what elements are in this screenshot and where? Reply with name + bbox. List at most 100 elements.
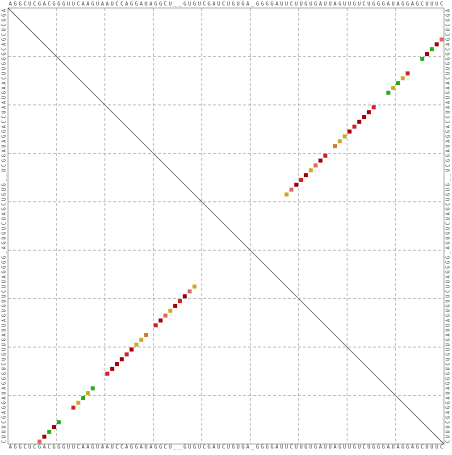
pair-dot-upper [429, 47, 434, 52]
pair-dot-lower [52, 425, 57, 430]
sequence-bottom: A [125, 445, 128, 451]
sequence-bottom: G [372, 445, 375, 451]
sequence-left: C [2, 77, 8, 80]
plot-frame [7, 7, 445, 445]
sequence-right: G [446, 271, 452, 274]
pair-dot-lower [168, 308, 173, 313]
sequence-left: G [2, 38, 8, 41]
pair-dot-upper [439, 37, 444, 42]
sequence-top: G [241, 2, 244, 8]
sequence-bottom: A [149, 445, 152, 451]
sequence-right: U [446, 300, 452, 303]
sequence-left: C [2, 421, 8, 424]
sequence-right: G [446, 241, 452, 244]
sequence-top: G [130, 2, 133, 8]
pair-dot-upper [308, 168, 313, 173]
sequence-top: U [426, 2, 429, 8]
sequence-top: U [295, 2, 298, 8]
sequence-right: U [446, 392, 452, 395]
sequence-right: G [446, 154, 452, 157]
sequence-right: U [446, 145, 452, 148]
sequence-bottom: G [353, 445, 356, 451]
sequence-bottom: G [304, 445, 307, 451]
sequence-top: G [38, 2, 41, 8]
sequence-left: G [2, 57, 8, 60]
sequence-top: G [416, 2, 419, 8]
sequence-bottom: C [363, 445, 366, 451]
sequence-top: U [430, 2, 433, 8]
sequence-left: G [2, 401, 8, 404]
sequence-left: U [2, 358, 8, 361]
sequence-top: A [319, 2, 322, 8]
sequence-bottom: G [183, 445, 186, 451]
sequence-right: C [446, 33, 452, 36]
sequence-bottom: G [130, 445, 133, 451]
sequence-bottom: C [77, 445, 80, 451]
sequence-top: U [227, 2, 230, 8]
sequence-bottom: C [120, 445, 123, 451]
sequence-right: G [446, 377, 452, 380]
sequence-bottom: G [154, 445, 157, 451]
sequence-right: A [446, 149, 452, 152]
sequence-left: G [2, 261, 8, 264]
sequence-top: G [266, 2, 269, 8]
sequence-right: G [446, 91, 452, 94]
sequence-bottom: U [358, 445, 361, 451]
sequence-top: C [203, 2, 206, 8]
sequence-right: U [446, 348, 452, 351]
sequence-left: A [2, 43, 8, 46]
sequence-bottom: G [338, 445, 341, 451]
diagonal [7, 7, 445, 445]
sequence-right: U [446, 280, 452, 283]
sequence-bottom: A [396, 445, 399, 451]
pair-dot-upper [395, 81, 400, 86]
sequence-left: C [2, 164, 8, 167]
sequence-top: A [387, 2, 390, 8]
sequence-right: U [446, 237, 452, 240]
sequence-top: _ [251, 2, 255, 8]
sequence-top: U [111, 2, 114, 8]
sequence-left: C [2, 23, 8, 26]
sequence-top: A [140, 2, 143, 8]
sequence-left: A [2, 319, 8, 322]
pair-dot-lower [71, 405, 76, 410]
sequence-top: A [125, 2, 128, 8]
sequence-left: _ [2, 173, 8, 177]
sequence-bottom: A [140, 445, 143, 451]
sequence-right: G [446, 266, 452, 269]
sequence-top: G [53, 2, 56, 8]
sequence-top: U [169, 2, 172, 8]
pair-dot-lower [129, 347, 134, 352]
sequence-right: U [446, 188, 452, 191]
sequence-top: G [377, 2, 380, 8]
pair-dot-lower [81, 395, 86, 400]
sequence-left: U [2, 72, 8, 75]
sequence-right: U [446, 324, 452, 327]
pair-dot-upper [400, 76, 405, 81]
sequence-top: U [343, 2, 346, 8]
sequence-top: U [300, 2, 303, 8]
sequence-left: G [2, 208, 8, 211]
sequence-left: G [2, 372, 8, 375]
sequence-top: U [285, 2, 288, 8]
sequence-top: G [353, 2, 356, 8]
sequence-top: _ [178, 2, 182, 8]
sequence-left: U [2, 392, 8, 395]
sequence-left: G [2, 53, 8, 56]
sequence-left: G [2, 304, 8, 307]
sequence-right: U [446, 343, 452, 346]
sequence-right: C [446, 290, 452, 293]
sequence-bottom: G [14, 445, 17, 451]
sequence-bottom: _ [174, 445, 178, 451]
pair-dot-upper [391, 85, 396, 90]
sequence-bottom: G [271, 445, 274, 451]
sequence-left: C [2, 363, 8, 366]
sequence-right: U [446, 358, 452, 361]
pair-dot-lower [139, 337, 144, 342]
sequence-top: A [275, 2, 278, 8]
sequence-right: G [446, 372, 452, 375]
sequence-left: U [2, 295, 8, 298]
sequence-bottom: A [319, 445, 322, 451]
sequence-right: A [446, 82, 452, 85]
sequence-left: G [2, 406, 8, 409]
